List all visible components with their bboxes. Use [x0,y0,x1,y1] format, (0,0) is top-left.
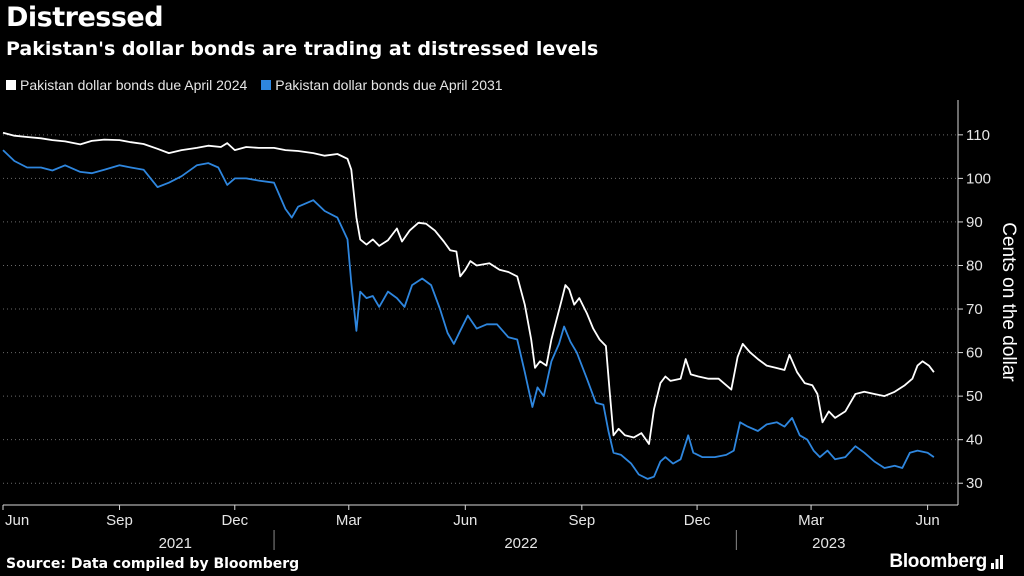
source-note: Source: Data compiled by Bloomberg [6,556,300,572]
x-tick-label-7: Mar [798,512,824,529]
y-axis: 30 40 50 60 70 80 90 100 110 [957,100,991,505]
legend-label-2031: Pakistan dollar bonds due April 2031 [275,77,503,93]
y-tick-label-40: 40 [966,432,983,449]
series-lines [2,131,935,480]
series-line-0 [2,131,935,445]
y-tick-label-80: 80 [966,257,983,274]
legend-swatch-2024 [6,80,16,90]
legend-swatch-2031 [261,80,272,90]
legend-label-2024: Pakistan dollar bonds due April 2024 [20,77,248,93]
y-axis-label: Cents on the dollar [998,222,1019,382]
y-tick-label-100: 100 [966,170,991,187]
legend-item-2031: Pakistan dollar bonds due April 2031 [261,77,503,93]
x-tick-label-0: Jun [5,512,29,529]
brand-name: Bloomberg [889,551,987,572]
legend: Pakistan dollar bonds due April 2024 Pak… [6,77,503,93]
chart-icon [991,555,1003,569]
y-tick-label-90: 90 [966,214,983,231]
x-tick-label-3: Mar [336,512,362,529]
y-tick-label-30: 30 [966,475,983,492]
y-tick-label-70: 70 [966,301,983,318]
year-label-2021: 2021 [159,535,192,552]
x-tick-label-2: Dec [221,512,248,529]
year-label-2022: 2022 [504,535,537,552]
y-tick-label-50: 50 [966,388,983,405]
x-tick-label-4: Jun [453,512,477,529]
y-tick-label-110: 110 [966,127,990,144]
x-tick-label-5: Sep [568,512,595,529]
chart-title: Distressed [6,2,164,33]
chart-subtitle: Pakistan's dollar bonds are trading at d… [6,38,599,60]
x-tick-label-8: Jun [916,512,940,529]
gridlines [3,134,958,484]
series-line-1 [2,149,935,480]
x-axis: Jun Sep Dec Mar Jun Sep Dec Mar Jun 2021 2022 2023 [2,504,958,552]
year-label-2023: 2023 [812,535,845,552]
legend-item-2024: Pakistan dollar bonds due April 2024 [6,77,247,93]
x-tick-label-1: Sep [106,512,133,529]
bloomberg-logo: Bloomberg [889,551,1004,573]
y-tick-label-60: 60 [966,345,983,362]
x-tick-label-6: Dec [684,512,711,529]
